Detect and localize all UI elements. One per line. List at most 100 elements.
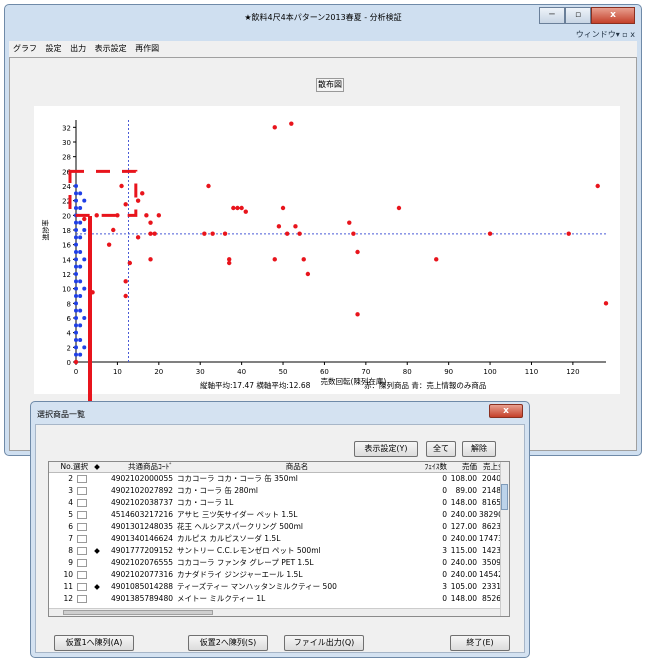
row-amount: 81656.0 bbox=[481, 498, 510, 507]
y-tick-label: 20 bbox=[62, 212, 71, 220]
menu-graph[interactable]: グラフ bbox=[13, 44, 37, 53]
blue-point bbox=[82, 228, 87, 232]
red-point bbox=[140, 191, 145, 196]
row-amount: 174733.0 bbox=[479, 534, 509, 543]
blue-point bbox=[82, 286, 87, 291]
vertical-scrollbar[interactable] bbox=[500, 462, 509, 616]
red-point bbox=[148, 257, 153, 262]
menu-settings[interactable]: 設定 bbox=[45, 44, 62, 53]
shelf1-button[interactable]: 仮置1へ陳列(A) bbox=[54, 635, 134, 651]
menu-redraw[interactable]: 再作図 bbox=[135, 44, 160, 53]
row-faces: 0 bbox=[442, 534, 447, 543]
y-tick-label: 0 bbox=[67, 359, 71, 367]
y-tick-label: 22 bbox=[62, 198, 71, 206]
end-button[interactable]: 終了(E) bbox=[450, 635, 510, 651]
col-amount[interactable]: 売上金額 bbox=[483, 462, 510, 471]
dialog-close-button[interactable]: x bbox=[489, 404, 523, 418]
col-name[interactable]: 商品名 bbox=[285, 462, 309, 471]
row-checkbox[interactable] bbox=[77, 475, 87, 483]
row-amount: 35094.0 bbox=[481, 558, 510, 567]
scatter-plot-button[interactable]: 散布図 bbox=[316, 78, 344, 92]
red-point bbox=[202, 231, 207, 236]
red-point bbox=[355, 312, 360, 317]
file-output-button[interactable]: ファイル出力(Q) bbox=[284, 635, 364, 651]
minimize-button[interactable]: ─ bbox=[539, 7, 565, 24]
row-checkbox[interactable] bbox=[77, 523, 87, 531]
maximize-button[interactable]: ▫ bbox=[565, 7, 591, 24]
table-row[interactable]: 3 4902102027892 コカ・コーラ 缶 280ml 0 89.00 21487.… bbox=[49, 486, 509, 496]
table-row[interactable]: 9 4902102076555 コカコーラ ファンタ グレープ PET 1.5L 0 2… bbox=[49, 558, 509, 568]
table-row[interactable]: 7 4901340146624 カルピス カルピスソーダ 1.5L 0 240.00 17… bbox=[49, 534, 509, 544]
blue-point bbox=[78, 338, 83, 342]
blue-point bbox=[74, 228, 78, 232]
x-tick-label: 100 bbox=[483, 368, 496, 376]
blue-point bbox=[78, 308, 83, 313]
display-settings-button[interactable]: 表示設定(Y) bbox=[354, 441, 418, 457]
title-bar[interactable]: ★飲料4尺4本パターン2013春夏 - 分析検証 ─ ▫ x bbox=[5, 5, 641, 31]
col-code[interactable]: 共通商品ｺｰﾄﾞ bbox=[128, 462, 173, 471]
row-checkbox[interactable] bbox=[77, 571, 87, 579]
shelf2-button[interactable]: 仮置2へ陳列(S) bbox=[188, 635, 268, 651]
window-menu[interactable]: ウィンドウ▾ ▫ x bbox=[575, 30, 635, 39]
scrollbar-thumb[interactable] bbox=[501, 484, 508, 510]
table-row[interactable]: 2 4902102000055 コカコーラ コカ・コーラ 缶 350ml 0 108.0… bbox=[49, 474, 509, 484]
blue-point bbox=[78, 250, 83, 254]
blue-point bbox=[82, 198, 87, 203]
blue-point bbox=[78, 323, 83, 328]
table-row[interactable]: 6 4901301248035 花王 ヘルシアスパークリング 500ml 0 127.0… bbox=[49, 522, 509, 532]
red-point bbox=[144, 213, 149, 218]
blue-point bbox=[74, 220, 78, 225]
blue-point bbox=[74, 184, 78, 188]
blue-point bbox=[82, 257, 87, 262]
row-faces: 0 bbox=[442, 570, 447, 579]
menu-display-settings[interactable]: 表示設定 bbox=[94, 44, 127, 53]
row-price: 240.00 bbox=[450, 558, 477, 567]
table-row[interactable]: 11 ◆ 4901085014288 ティーズティー マンハッタンミルクティー 500… bbox=[49, 582, 509, 592]
col-faces[interactable]: ﾌｪｲｽ数 bbox=[424, 462, 448, 471]
red-point bbox=[106, 242, 112, 247]
row-checkbox[interactable] bbox=[77, 595, 87, 603]
blue-point bbox=[74, 279, 78, 284]
row-checkbox[interactable] bbox=[77, 511, 87, 519]
row-mark: ◆ bbox=[94, 582, 100, 591]
close-button[interactable]: x bbox=[591, 7, 635, 24]
h-scrollbar-thumb[interactable] bbox=[63, 610, 213, 615]
row-checkbox[interactable] bbox=[77, 583, 87, 591]
row-checkbox[interactable] bbox=[77, 535, 87, 543]
col-no[interactable]: No. bbox=[60, 462, 73, 471]
col-mark[interactable]: ◆ bbox=[94, 462, 100, 471]
table-row[interactable]: 8 ◆ 4901777209152 サントリー C.C.レモンゼロ ペット 500ml… bbox=[49, 546, 509, 556]
blue-point bbox=[74, 316, 78, 320]
row-checkbox[interactable] bbox=[77, 499, 87, 507]
table-row[interactable]: 10 4902102077316 カナダドライ ジンジャーエール 1.5L 0 240.… bbox=[49, 570, 509, 580]
blue-point bbox=[74, 352, 78, 357]
blue-point bbox=[78, 235, 83, 240]
menu-output[interactable]: 出力 bbox=[70, 44, 87, 53]
clear-button[interactable]: 解除 bbox=[462, 441, 496, 457]
blue-point bbox=[74, 345, 78, 350]
table-row[interactable]: 5 4514603217216 アサヒ 三ツ矢サイダー ペット 1.5L 0 240.0… bbox=[49, 510, 509, 520]
row-checkbox[interactable] bbox=[77, 559, 87, 567]
table-row[interactable]: 4 4902102038737 コカ・コーラ 1L 0 148.00 81656.0 bbox=[49, 498, 509, 508]
row-code: 4901777209152 bbox=[110, 546, 173, 555]
row-faces: 0 bbox=[442, 486, 447, 495]
red-point bbox=[148, 220, 153, 225]
red-point bbox=[123, 202, 128, 207]
col-price[interactable]: 売価 bbox=[462, 462, 477, 471]
red-point bbox=[289, 121, 294, 126]
red-point bbox=[284, 231, 290, 236]
row-no: 8 bbox=[68, 546, 73, 555]
blue-point bbox=[74, 250, 78, 254]
col-select[interactable]: 選択 bbox=[73, 462, 88, 471]
row-code: 4902102000055 bbox=[110, 474, 173, 483]
red-point bbox=[115, 213, 120, 218]
row-no: 6 bbox=[68, 522, 73, 531]
red-point bbox=[272, 257, 277, 262]
row-checkbox[interactable] bbox=[77, 487, 87, 495]
select-all-button[interactable]: 全て bbox=[426, 441, 456, 457]
horizontal-scrollbar[interactable] bbox=[49, 608, 500, 616]
red-point bbox=[280, 205, 286, 211]
table-row[interactable]: 12 4901385789480 メイトー ミルクティー 1L 0 148.00 8526… bbox=[49, 594, 509, 604]
row-code: 4902102027892 bbox=[110, 486, 173, 495]
row-checkbox[interactable] bbox=[77, 547, 87, 555]
